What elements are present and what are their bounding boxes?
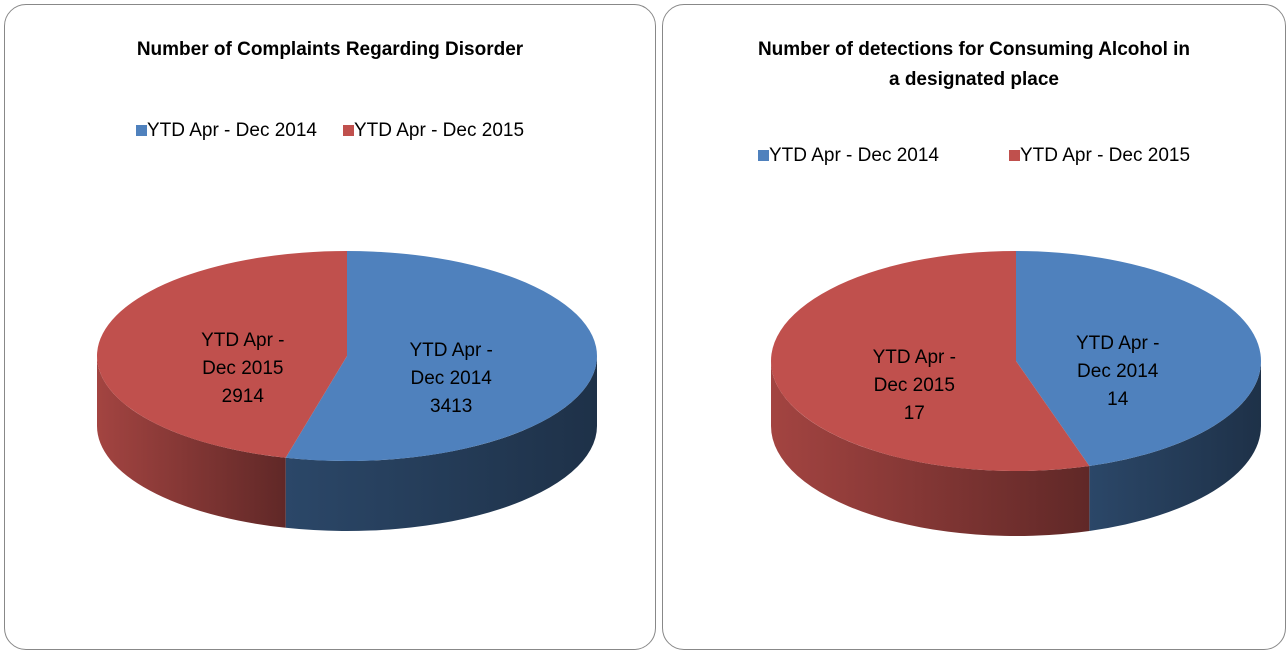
data-label: YTD Apr - Dec 2015 17 (854, 344, 974, 428)
data-label: YTD Apr - Dec 2015 2914 (183, 327, 303, 411)
legend-label: YTD Apr - Dec 2015 (1020, 145, 1191, 166)
chart-panel: Number of detections for Consuming Alcoh… (662, 4, 1286, 650)
legend-swatch (757, 150, 769, 161)
pie-slice-side (1089, 361, 1261, 531)
data-label-category: YTD Apr - Dec 2015 (201, 329, 285, 379)
pie-slice (96, 251, 347, 458)
data-label-category: YTD Apr - Dec 2014 (1076, 333, 1160, 382)
legend: YTD Apr - Dec 2014 YTD Apr - Dec 2015 (5, 120, 655, 142)
data-label-category: YTD Apr - Dec 2014 (409, 340, 493, 390)
legend-item: YTD Apr - Dec 2014 (757, 145, 939, 167)
legend: YTD Apr - Dec 2014 YTD Apr - Dec 2015 (663, 145, 1285, 167)
pie-slice (1016, 251, 1261, 466)
chart-title: Number of Complaints Regarding Disorder (136, 39, 524, 60)
legend-swatch (1009, 150, 1020, 161)
pie-slice-side (97, 356, 286, 528)
pie-slice (285, 251, 597, 462)
pie-slice-side (771, 361, 1090, 536)
legend-label: YTD Apr - Dec 2015 (354, 120, 525, 141)
legend-swatch (343, 125, 354, 136)
pie-chart (770, 251, 1261, 536)
legend-item: YTD Apr - Dec 2015 (1009, 145, 1190, 167)
pie-slice-side (285, 356, 597, 531)
legend-item: YTD Apr - Dec 2015 (343, 120, 524, 142)
data-label-value: 3413 (430, 396, 473, 418)
pie-slice (770, 251, 1090, 472)
data-label-value: 2914 (221, 385, 264, 407)
data-label-value: 14 (1107, 389, 1129, 410)
legend-label: YTD Apr - Dec 2014 (146, 120, 317, 141)
data-label: YTD Apr - Dec 2014 3413 (391, 337, 511, 421)
pie-chart (96, 251, 597, 531)
data-label-value: 17 (903, 402, 925, 424)
chart-panel: Number of Complaints Regarding Disorder … (4, 4, 656, 650)
legend-swatch (135, 125, 147, 136)
data-label-category: YTD Apr - Dec 2015 (872, 346, 956, 396)
chart-title: Number of detections for Consuming Alcoh… (757, 39, 1191, 90)
data-label: YTD Apr - Dec 2014 14 (1058, 330, 1178, 414)
legend-label: YTD Apr - Dec 2014 (768, 145, 939, 166)
legend-item: YTD Apr - Dec 2014 (135, 120, 317, 142)
